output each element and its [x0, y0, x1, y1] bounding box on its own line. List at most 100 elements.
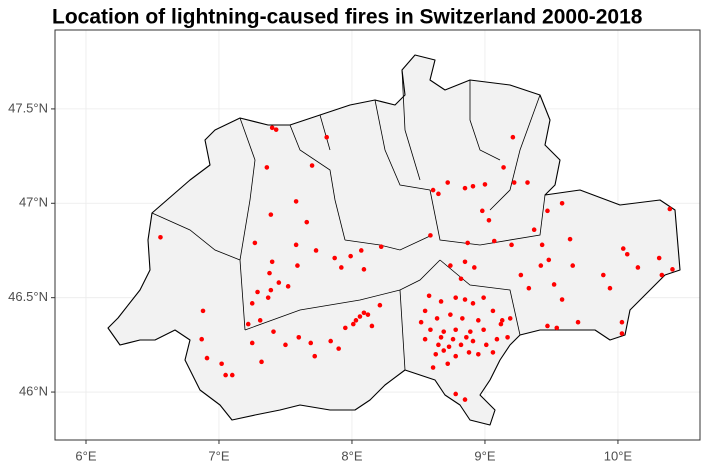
fire-point [464, 335, 469, 340]
fire-point [468, 329, 473, 334]
fire-point [269, 125, 275, 131]
fire-point [526, 285, 532, 291]
fire-point [462, 397, 468, 402]
points [158, 125, 675, 402]
fire-point [551, 282, 557, 287]
fire-point [377, 302, 383, 308]
fire-point [219, 361, 224, 367]
fire-point [446, 344, 452, 350]
fire-point [422, 336, 428, 342]
fire-point [268, 287, 274, 293]
fire-point [361, 267, 367, 272]
fire-point [441, 329, 447, 334]
fire-point [445, 361, 451, 367]
fire-point [245, 321, 251, 327]
fire-point [525, 180, 530, 185]
y-tick-label: 47.5°N [8, 100, 48, 115]
fire-point [607, 285, 613, 291]
canton-borders [151, 69, 546, 371]
fire-point [481, 295, 486, 300]
fire-point [531, 227, 537, 233]
fire-point [267, 270, 272, 276]
plot-frame [54, 29, 701, 441]
fire-point [276, 280, 282, 285]
fire-point [619, 319, 625, 325]
fire-point [494, 336, 500, 342]
fire-point [554, 325, 560, 331]
fire-point [252, 240, 258, 246]
fire-point [438, 335, 444, 340]
fire-point [505, 335, 510, 340]
fire-point [430, 187, 436, 193]
fire-point [324, 134, 329, 140]
fire-point [265, 295, 271, 300]
fire-point [295, 263, 300, 268]
fire-point [264, 165, 270, 170]
fire-point [268, 212, 274, 217]
fire-point [511, 180, 517, 185]
fire-point [336, 346, 341, 351]
x-tick-label: 6°E [75, 448, 96, 463]
fire-point [483, 342, 489, 348]
fire-point [538, 263, 544, 268]
fire-point [545, 208, 550, 214]
x-tick-label: 10°E [604, 448, 633, 463]
fire-point [448, 312, 453, 317]
fire-point [509, 242, 514, 248]
fire-point [285, 284, 291, 289]
fire-point [350, 321, 356, 327]
fire-point [481, 327, 486, 333]
fire-point [472, 265, 477, 270]
fire-point [470, 338, 476, 344]
fire-point [430, 365, 436, 370]
fire-point [158, 234, 163, 240]
fire-point [559, 297, 565, 302]
fire-point [667, 206, 673, 212]
fire-point [476, 318, 481, 323]
fire-point [434, 316, 440, 321]
fire-point [204, 355, 210, 361]
fire-point [357, 314, 363, 319]
fire-point [458, 342, 464, 348]
x-tick-label: 7°E [208, 448, 229, 463]
fire-point [365, 312, 371, 317]
axes: 6°E 7°E 8°E 9°E 10°E 46°N 46.5°N 47°N 47.5°N [8, 100, 632, 463]
fire-point [575, 319, 581, 325]
fire-point [462, 185, 468, 191]
fire-point [436, 191, 441, 197]
fire-point [659, 272, 665, 278]
fire-point [465, 240, 470, 246]
fire-point [304, 219, 310, 225]
fire-point [255, 289, 260, 295]
fire-point [450, 336, 456, 342]
fire-point [249, 301, 255, 306]
fire-point [601, 272, 606, 278]
fire-point [332, 255, 337, 261]
x-tick-label: 8°E [341, 448, 362, 463]
fire-point [229, 372, 235, 378]
fire-point [486, 217, 492, 223]
fire-point [378, 244, 384, 250]
fire-point [361, 310, 367, 316]
fire-point [460, 316, 465, 321]
fire-point [476, 352, 481, 357]
fire-point [620, 246, 626, 251]
fire-point [343, 325, 348, 331]
fire-point [418, 319, 424, 325]
fire-point [559, 200, 565, 206]
fire-point [249, 340, 255, 346]
fire-point [510, 134, 516, 140]
fire-point [308, 340, 314, 346]
fire-point [453, 327, 458, 333]
fire-point [339, 265, 344, 270]
fire-point [312, 353, 318, 359]
fire-point [271, 329, 276, 334]
fire-point [438, 299, 444, 304]
fire-point [353, 318, 359, 323]
fire-point [490, 350, 496, 355]
fire-point [453, 295, 458, 300]
fire-point [453, 353, 458, 359]
fire-point [428, 327, 433, 333]
fire-point [199, 336, 204, 342]
